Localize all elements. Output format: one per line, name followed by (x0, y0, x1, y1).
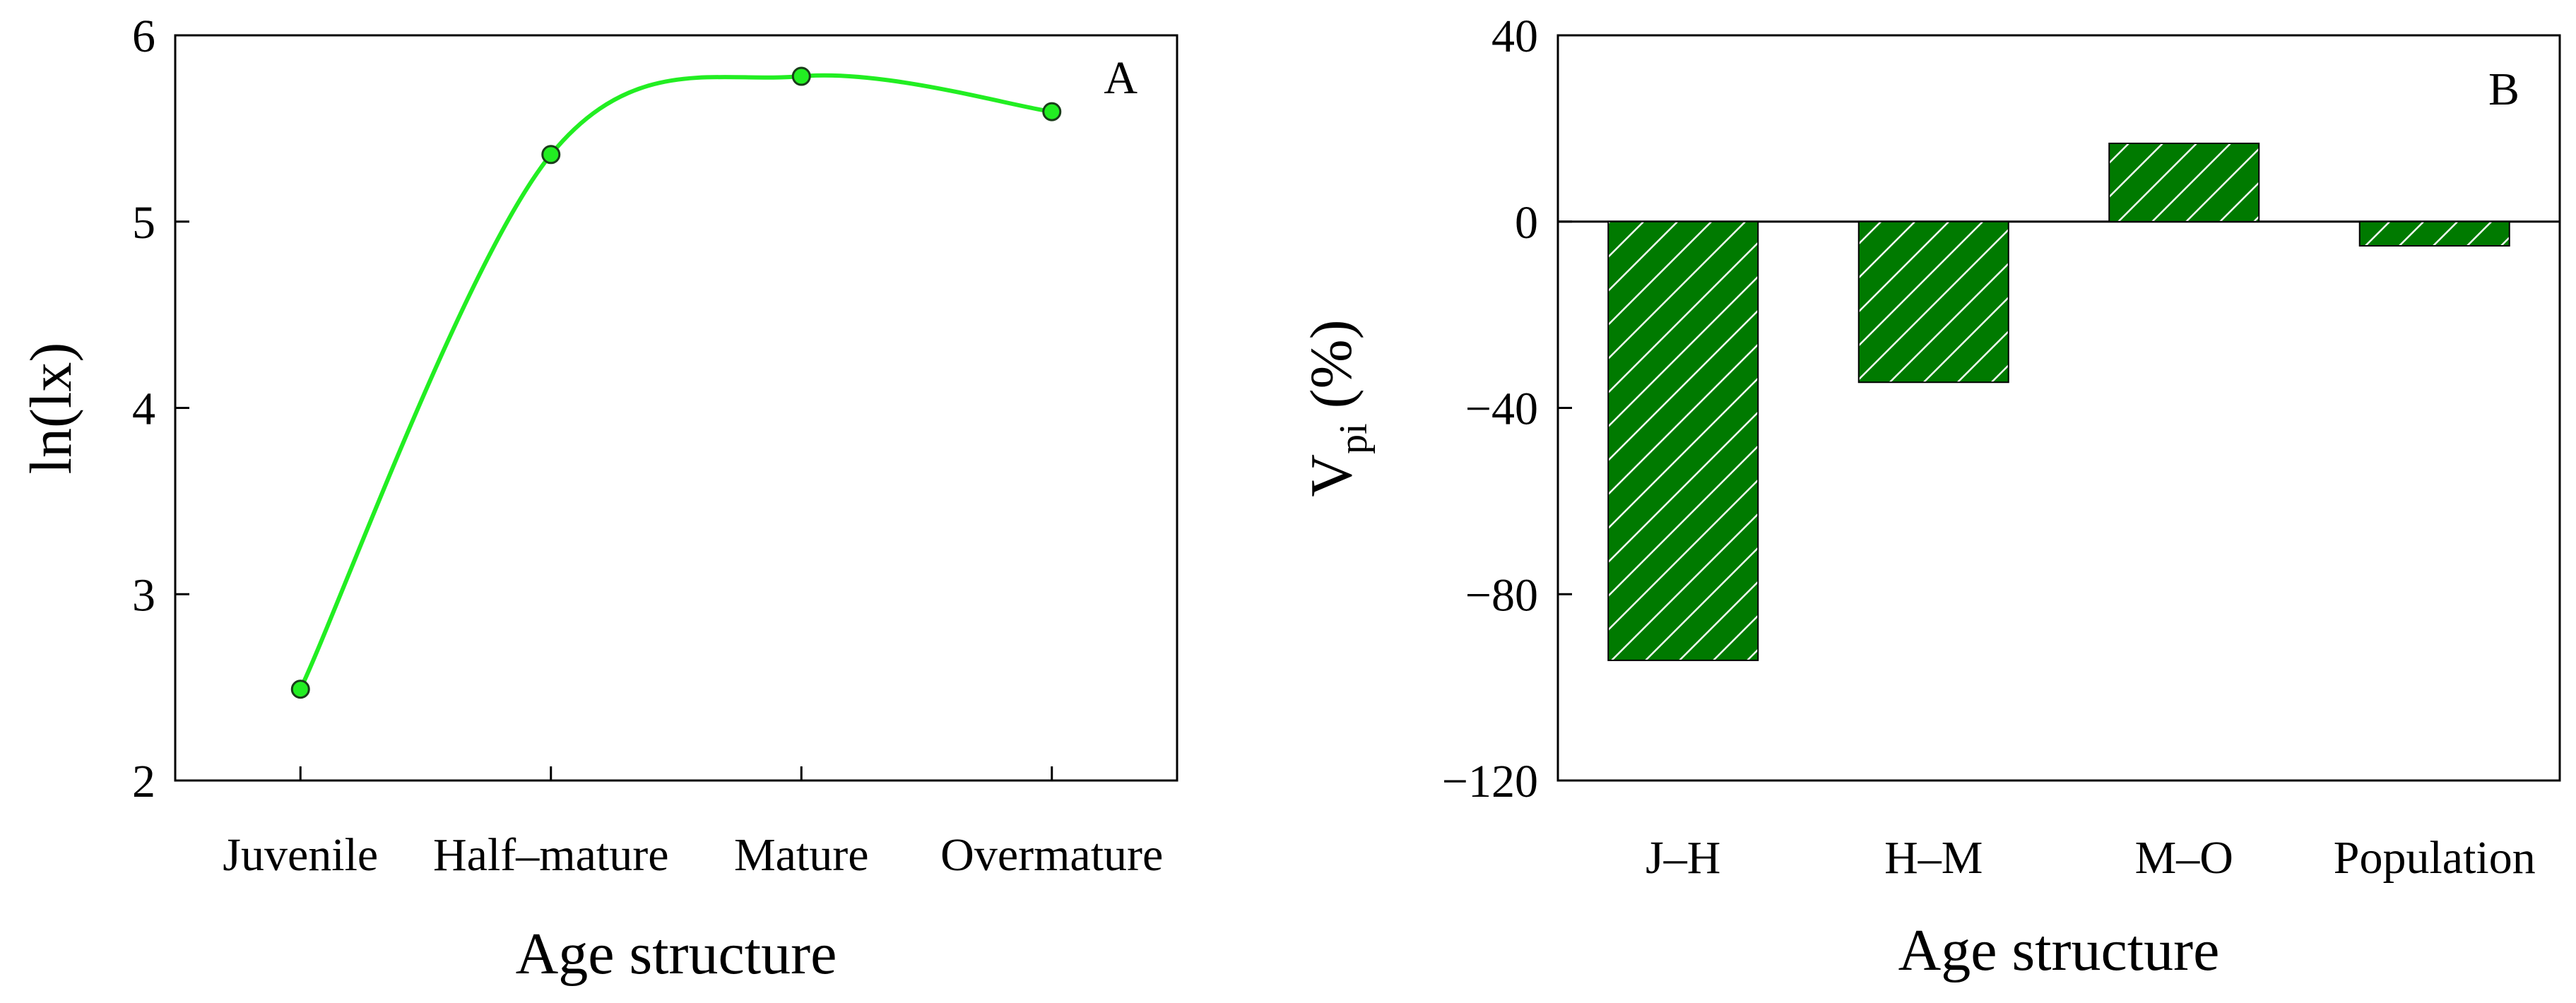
panel-b-y-axis-title-sub: pi (1332, 423, 1376, 454)
panel-a-line-chart: 2 3 4 5 6 Juvenile Half–mature Mature Overmatur… (18, 11, 1178, 987)
panel-a-data-point (791, 66, 811, 86)
panel-b-x-axis-title: Age structure (1898, 918, 2220, 983)
panel-a-points (290, 66, 1062, 699)
panel-a-letter: A (1104, 52, 1138, 104)
panel-b-y-tick-label: −80 (1465, 569, 1538, 621)
panel-b-x-tick-label: H–M (1884, 832, 1983, 884)
panel-a-x-tick-label: Overmature (940, 829, 1163, 881)
panel-a-y-ticks: 2 3 4 5 6 (132, 11, 189, 807)
panel-a-data-point (541, 145, 561, 165)
panel-a-y-tick-label: 2 (132, 756, 155, 807)
panel-a-y-tick-label: 6 (132, 11, 155, 62)
panel-a-y-tick-label: 3 (132, 569, 155, 621)
panel-b-y-axis-title-main: V (1299, 454, 1364, 497)
panel-a-data-point (290, 679, 310, 699)
panel-b-x-tick-label: Population (2334, 832, 2536, 884)
panel-b-bar (1857, 220, 2009, 384)
panel-a-x-ticks: Juvenile Half–mature Mature Overmature (223, 766, 1163, 881)
panel-a-x-tick-label: Half–mature (433, 829, 669, 881)
panel-a-x-axis-title: Age structure (516, 921, 837, 987)
panel-b-x-ticks: J–H H–M M–O Population (1646, 832, 2536, 884)
panel-a-x-tick-label: Juvenile (223, 829, 378, 881)
panel-a-data-point (1042, 102, 1062, 121)
panel-b-y-axis-title-suffix: (%) (1299, 319, 1364, 423)
panel-a-y-tick-label: 5 (132, 197, 155, 249)
panel-a-y-axis-title: ln(lx) (18, 343, 84, 475)
panel-a-plot-frame (174, 34, 1178, 782)
panel-b-x-tick-label: J–H (1646, 832, 1720, 884)
panel-b-y-ticks: −120 −80 −40 0 40 (1442, 11, 1572, 807)
panel-b-y-axis-title: Vpi (%) (1299, 319, 1376, 497)
panel-b-y-tick-label: 0 (1515, 197, 1538, 249)
panel-b-bar (2358, 220, 2510, 247)
panel-b-y-tick-label: 40 (1491, 11, 1538, 62)
panel-b-bar (1607, 220, 1759, 661)
panel-a-series-line (298, 73, 1053, 691)
panel-b-y-tick-label: −40 (1465, 384, 1538, 435)
panel-a-y-tick-label: 4 (132, 384, 155, 435)
panel-b-bars (1607, 142, 2510, 661)
panel-b-x-tick-label: M–O (2135, 832, 2233, 884)
panel-b-bar (2108, 142, 2260, 222)
panel-b-letter: B (2488, 64, 2519, 115)
panel-b-y-tick-label: −120 (1442, 756, 1538, 807)
panel-a-x-tick-label: Mature (734, 829, 869, 881)
panel-b-bar-chart: −120 −80 −40 0 40 J–H H–M M–O Population B Age … (1299, 11, 2561, 983)
